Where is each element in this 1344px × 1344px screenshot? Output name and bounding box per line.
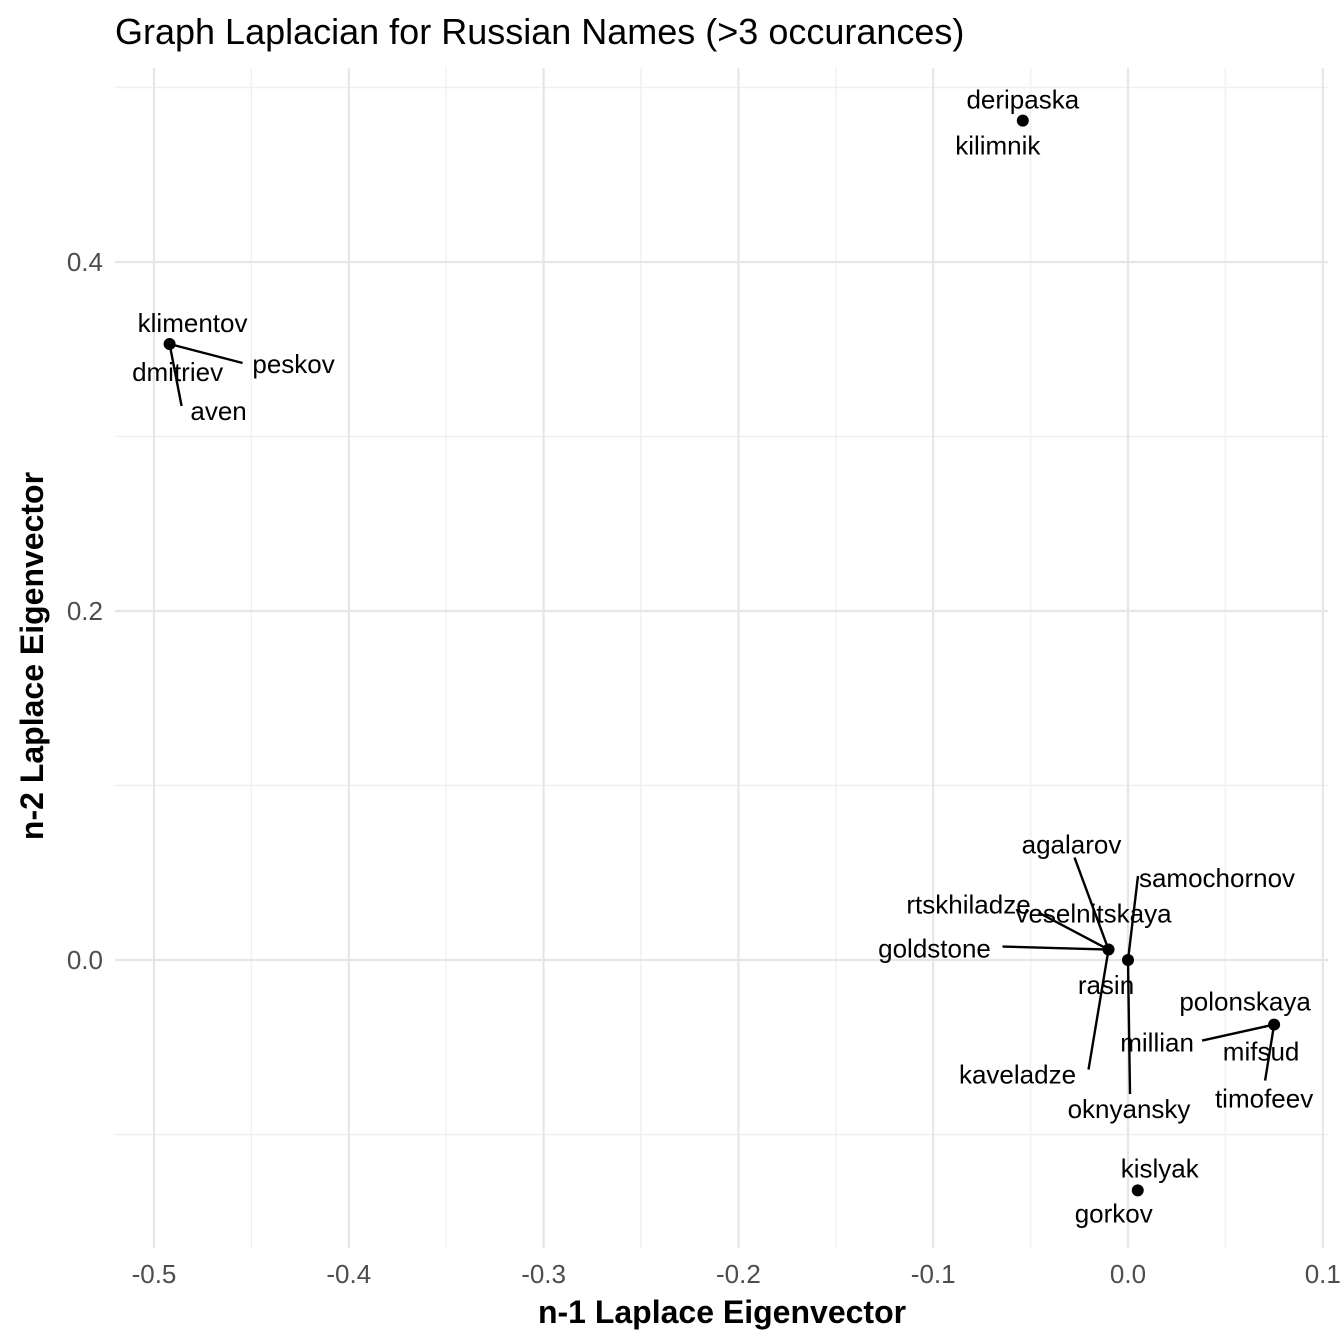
leader-line-agalarov — [1073, 857, 1110, 950]
point-label-dmitriev: dmitriev — [132, 357, 223, 387]
point-label-oknyansky: oknyansky — [1068, 1094, 1191, 1124]
leader-line-goldstone — [1002, 945, 1109, 951]
leader-line-samochornov — [1126, 875, 1140, 961]
tick-labels: -0.5 -0.4 -0.3 -0.2 -0.1 0.0 0.1 0.0 0.2 0.4 — [67, 247, 1341, 1289]
leader-line-aven — [168, 343, 183, 407]
point-label-agalarov: agalarov — [1022, 830, 1122, 860]
point-label-samochornov: samochornov — [1139, 863, 1295, 893]
x-tick-label: -0.2 — [716, 1259, 761, 1289]
leader-line-peskov — [169, 342, 243, 365]
leader-line-millian — [1201, 1023, 1275, 1042]
x-tick-label: -0.5 — [132, 1259, 177, 1289]
point-label-rtskhiladze: rtskhiladze — [906, 890, 1030, 920]
y-tick-label: 0.2 — [67, 596, 103, 626]
point-label-rasin: rasin — [1078, 970, 1134, 1000]
chart-title: Graph Laplacian for Russian Names (>3 oc… — [115, 11, 964, 52]
point-label-peskov: peskov — [252, 349, 334, 379]
point-label-goldstone: goldstone — [878, 934, 991, 964]
point-label-veselnitskaya: veselnitskaya — [1015, 899, 1172, 929]
x-tick-label: -0.1 — [911, 1259, 956, 1289]
leader-line-kaveladze — [1087, 949, 1110, 1070]
data-point — [1122, 954, 1134, 966]
leader-line-rtskhiladze — [1037, 911, 1110, 951]
data-point — [1131, 1184, 1144, 1197]
x-axis-title: n-1 Laplace Eigenvector — [538, 1294, 906, 1330]
leader-line-timofeev — [1263, 1024, 1276, 1081]
y-tick-label: 0.0 — [67, 945, 103, 975]
point-label-polonskaya: polonskaya — [1179, 987, 1311, 1017]
data-point — [1268, 1018, 1281, 1031]
x-tick-label: 0.1 — [1305, 1259, 1341, 1289]
point-label-timofeev: timofeev — [1215, 1084, 1313, 1114]
grid — [115, 68, 1328, 1248]
point-label-kilimnik: kilimnik — [955, 131, 1041, 161]
data-point — [1016, 114, 1029, 127]
x-tick-label: -0.4 — [326, 1259, 371, 1289]
point-label-mifsud: mifsud — [1223, 1037, 1300, 1067]
point-label-millian: millian — [1120, 1028, 1194, 1058]
leader-line-oknyansky — [1126, 959, 1132, 1095]
point-label-gorkov: gorkov — [1075, 1198, 1153, 1228]
data-point — [1102, 943, 1115, 956]
point-label-kaveladze: kaveladze — [959, 1060, 1076, 1090]
y-tick-label: 0.4 — [67, 247, 103, 277]
y-axis-title: n-2 Laplace Eigenvector — [14, 472, 50, 840]
point-label-kislyak: kislyak — [1121, 1153, 1200, 1183]
point-label-deripaska: deripaska — [966, 85, 1079, 115]
x-tick-label: -0.3 — [521, 1259, 566, 1289]
point-label-aven: aven — [190, 396, 246, 426]
data-point — [163, 338, 176, 351]
point-label-klimentov: klimentov — [138, 308, 248, 338]
x-tick-label: 0.0 — [1110, 1259, 1146, 1289]
